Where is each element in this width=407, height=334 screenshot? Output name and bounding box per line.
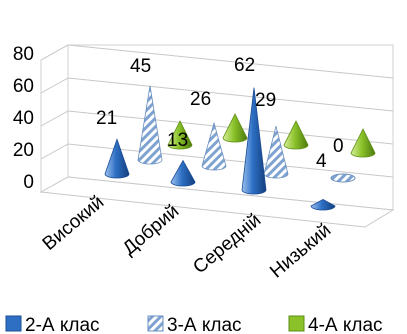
data-label: 62 <box>234 55 255 76</box>
legend: 2-А клас 3-А клас 4-А клас <box>5 315 383 334</box>
cone-2-3 <box>263 126 289 179</box>
data-label: 21 <box>96 108 117 129</box>
y-axis: 0 20 40 60 80 <box>13 44 34 193</box>
y-tick-label: 60 <box>13 76 34 97</box>
data-label: 13 <box>167 130 188 151</box>
cone-3-4 <box>350 128 376 158</box>
cone-body <box>104 138 130 179</box>
cone-body <box>201 121 227 171</box>
legend-swatch <box>147 315 164 332</box>
gridline <box>40 110 394 145</box>
x-category-label: Низький <box>266 220 335 283</box>
legend-label: 3-А клас <box>167 315 242 334</box>
gridlines <box>40 44 394 178</box>
y-tick-label: 80 <box>13 44 34 65</box>
data-label: 29 <box>255 90 276 111</box>
legend-label: 4-А клас <box>308 315 383 334</box>
y-tick-label: 20 <box>13 140 34 161</box>
cone-1-3 <box>241 87 267 195</box>
cone-body <box>170 159 196 187</box>
cone-body <box>350 128 376 158</box>
y-tick-label: 40 <box>13 108 34 129</box>
data-label: 0 <box>333 136 344 157</box>
cone-2-2 <box>201 121 227 171</box>
data-label: 45 <box>130 56 151 77</box>
cone-1-2 <box>170 159 196 187</box>
legend-swatch <box>5 315 22 332</box>
cone-1-4 <box>310 198 336 211</box>
cones <box>104 85 376 211</box>
data-label: 4 <box>316 151 327 172</box>
cone-body <box>283 120 309 150</box>
gridline <box>40 77 394 112</box>
x-category-label: Добрий <box>119 201 183 260</box>
gridline <box>40 44 394 79</box>
cone-3-2 <box>222 113 248 143</box>
cone-3-3 <box>283 120 309 150</box>
cone-3-1 <box>167 120 193 150</box>
cone-2-1 <box>137 85 163 165</box>
cone-body <box>310 198 336 211</box>
legend-item: 4-А клас <box>288 315 383 334</box>
data-label: 26 <box>190 89 211 110</box>
x-category-label: Середній <box>189 210 265 278</box>
cone-body <box>137 85 163 165</box>
floor <box>39 176 395 228</box>
legend-label: 2-А клас <box>25 315 100 334</box>
data-labels: 21 45 13 26 62 29 4 0 <box>96 55 344 172</box>
legend-item: 2-А клас <box>5 315 100 334</box>
legend-item: 3-А клас <box>147 315 242 334</box>
cone-body <box>263 126 289 179</box>
y-tick-label: 0 <box>23 172 34 193</box>
cone-body <box>241 87 267 195</box>
cone-2-4 <box>330 173 356 183</box>
cone-body <box>167 120 193 150</box>
legend-swatch <box>288 315 305 332</box>
cone-body <box>222 113 248 143</box>
x-category-label: Високий <box>39 192 109 255</box>
cone-base <box>330 173 356 183</box>
cone-1-1 <box>104 138 130 179</box>
